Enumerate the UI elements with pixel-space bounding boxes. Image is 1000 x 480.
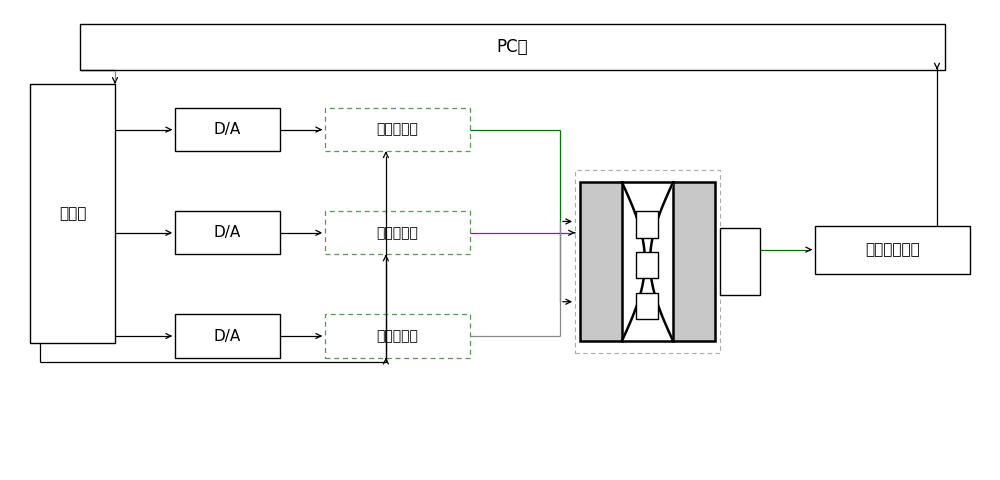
Text: D/A: D/A xyxy=(214,328,241,344)
Bar xyxy=(720,228,760,295)
Text: 运放跟随器: 运放跟随器 xyxy=(377,329,418,343)
Bar xyxy=(580,182,622,341)
Bar xyxy=(636,293,658,319)
Text: PC机: PC机 xyxy=(497,38,528,56)
Text: 单片机: 单片机 xyxy=(59,206,86,221)
Bar xyxy=(325,108,470,151)
Text: 运放跟随器: 运放跟随器 xyxy=(377,226,418,240)
Bar xyxy=(175,314,280,358)
Bar xyxy=(325,314,470,358)
Text: 运放跟随器: 运放跟随器 xyxy=(377,122,418,137)
Bar xyxy=(636,211,658,238)
Bar xyxy=(80,24,945,70)
Bar xyxy=(325,211,470,254)
Bar xyxy=(575,170,720,353)
Bar xyxy=(30,84,115,343)
Text: D/A: D/A xyxy=(214,225,241,240)
Bar xyxy=(815,226,970,274)
Text: D/A: D/A xyxy=(214,122,241,137)
Text: 磁头测试工装: 磁头测试工装 xyxy=(865,242,920,257)
Bar xyxy=(175,108,280,151)
Bar xyxy=(673,182,715,341)
Bar xyxy=(636,252,658,278)
Bar xyxy=(175,211,280,254)
